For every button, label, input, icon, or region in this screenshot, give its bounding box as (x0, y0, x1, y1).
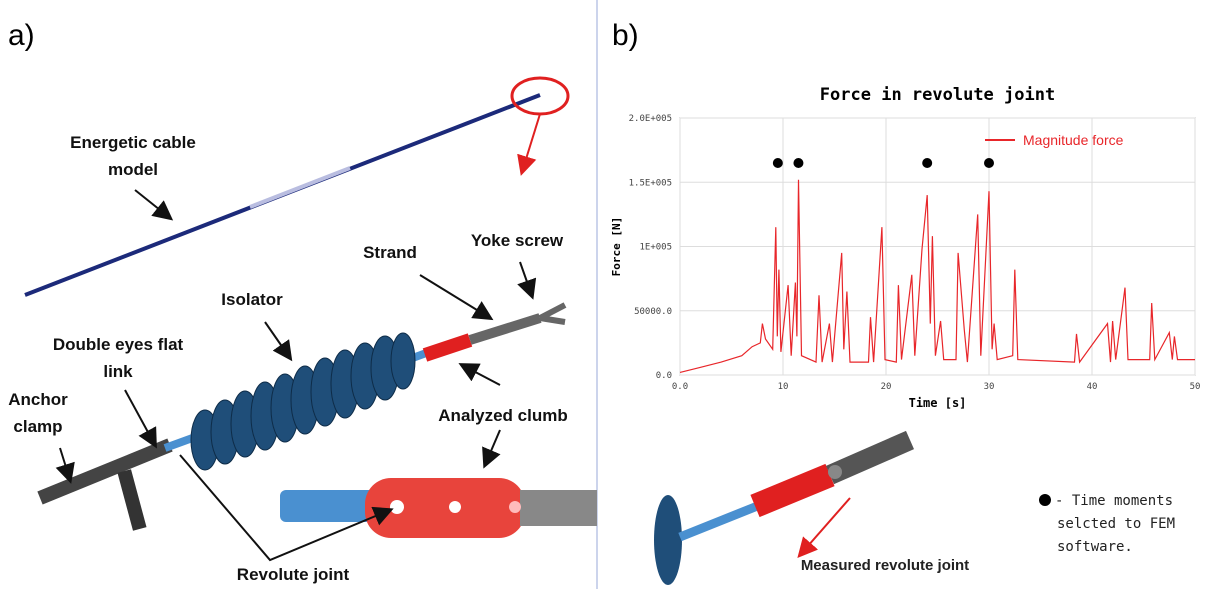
x-tick-label: 30 (984, 382, 995, 392)
note: selcted to FEM (1057, 516, 1175, 532)
note-marker (1039, 494, 1051, 506)
time-moment (793, 158, 803, 168)
note: - Time moments (1055, 493, 1173, 509)
annotation: Double eyes flat (53, 335, 184, 354)
x-tick-label: 20 (881, 382, 892, 392)
x-tick-label: 0.0 (672, 382, 688, 392)
annotation: model (108, 160, 158, 179)
x-tick-label: 40 (1087, 382, 1098, 392)
panel-label: a) (8, 19, 35, 52)
y-tick-label: 50000.0 (634, 307, 672, 317)
x-tick-label: 50 (1190, 382, 1201, 392)
annotation: Anchor (8, 390, 68, 409)
time-moment (773, 158, 783, 168)
annotation: Yoke screw (471, 231, 564, 250)
chart-title: Force in revolute joint (820, 85, 1055, 105)
annotation: Energetic cable (70, 133, 196, 152)
time-moment (922, 158, 932, 168)
note: software. (1057, 539, 1133, 555)
y-axis-label: Force [N] (610, 217, 623, 277)
y-tick-label: 1E+005 (639, 243, 672, 253)
x-tick-label: 10 (778, 382, 789, 392)
y-tick-label: 0.0 (656, 371, 672, 381)
annotation: link (103, 362, 133, 381)
legend-label: Magnitude force (1023, 132, 1124, 148)
cable-illustration (25, 78, 568, 295)
annotation: Analyzed clumb (438, 406, 567, 425)
time-moment (984, 158, 994, 168)
y-tick-label: 2.0E+005 (629, 114, 672, 124)
figure: a) b) Energetic cable model Strand Yoke scr… (0, 0, 1216, 589)
caption: Measured revolute joint (801, 557, 969, 574)
panel-label: b) (612, 19, 639, 52)
x-axis-label: Time [s] (909, 396, 967, 410)
y-tick-label: 1.5E+005 (629, 178, 672, 188)
annotation: Revolute joint (237, 565, 350, 584)
annotation: Isolator (221, 290, 283, 309)
annotation: Strand (363, 243, 417, 262)
annotation: clamp (13, 417, 62, 436)
